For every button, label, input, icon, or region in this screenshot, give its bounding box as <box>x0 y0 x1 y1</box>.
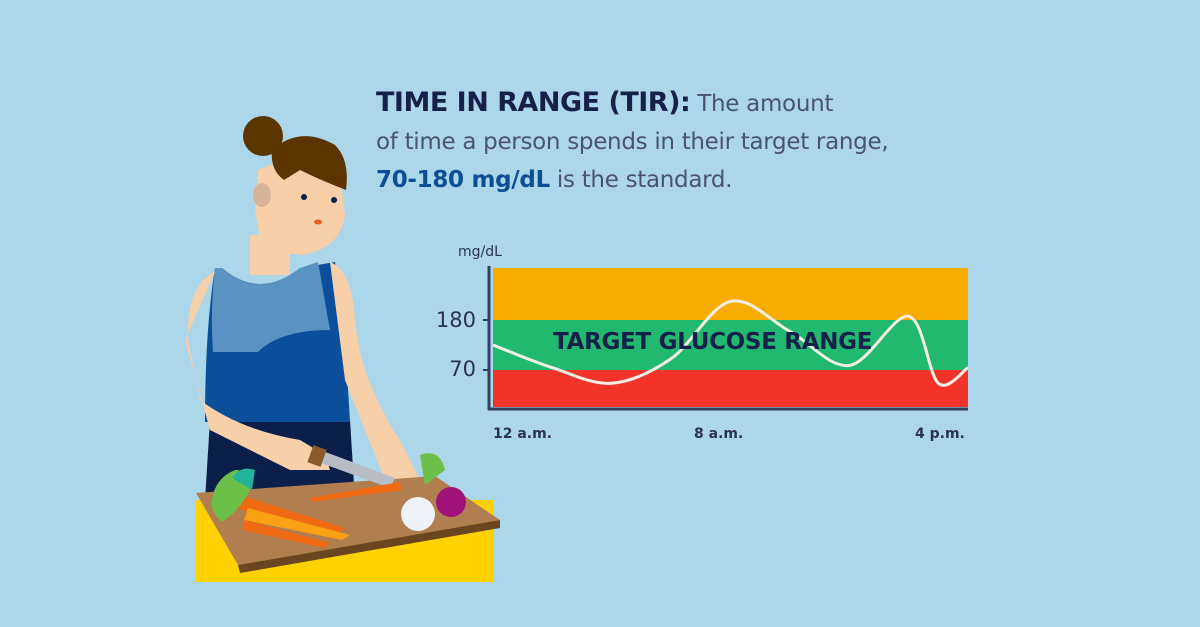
left-eye <box>301 194 307 200</box>
headline: TIME IN RANGE (TIR): The amount of time … <box>376 84 996 199</box>
x-tick-4pm: 4 p.m. <box>915 426 965 442</box>
headline-term: TIME IN RANGE (TIR): <box>376 87 691 118</box>
beet <box>436 487 466 517</box>
mouth <box>314 219 322 225</box>
headline-definition-2: of time a person spends in their target … <box>376 129 889 155</box>
glucose-chart: mg/dL 180 70 TARGET GLUCOSE RANGE 12 a.m… <box>436 240 1000 450</box>
face <box>255 161 345 255</box>
x-tick-12am: 12 a.m. <box>493 426 553 442</box>
high-band <box>493 268 968 320</box>
carrot <box>242 520 330 548</box>
y-tick-180: 180 <box>435 308 476 332</box>
headline-range-value: 70-180 mg/dL <box>376 167 550 193</box>
x-tick-8am: 8 a.m. <box>694 426 744 442</box>
low-band <box>493 370 968 407</box>
carrot-slice <box>310 482 402 502</box>
cutting-board-edge <box>238 520 500 573</box>
hair <box>271 136 347 190</box>
onion <box>401 497 435 531</box>
carrot <box>244 508 350 540</box>
glucose-line <box>492 299 969 387</box>
knife-handle <box>307 445 327 467</box>
tank-top-light <box>211 262 330 352</box>
lettuce <box>420 453 445 485</box>
chart-plot <box>483 266 969 411</box>
ear <box>253 183 271 207</box>
carrot <box>236 495 345 535</box>
right-arm <box>330 262 420 495</box>
headline-definition-3: is the standard. <box>549 167 733 193</box>
y-tick-70: 70 <box>449 357 476 381</box>
target-range-label: TARGET GLUCOSE RANGE <box>553 329 873 355</box>
hair-bun <box>243 116 283 156</box>
left-arm <box>185 272 330 470</box>
y-axis-label: mg/dL <box>458 244 502 260</box>
headline-definition-1: The amount <box>690 91 834 117</box>
knife <box>318 450 395 488</box>
right-eye <box>331 197 337 203</box>
carrot-greens <box>232 468 255 490</box>
